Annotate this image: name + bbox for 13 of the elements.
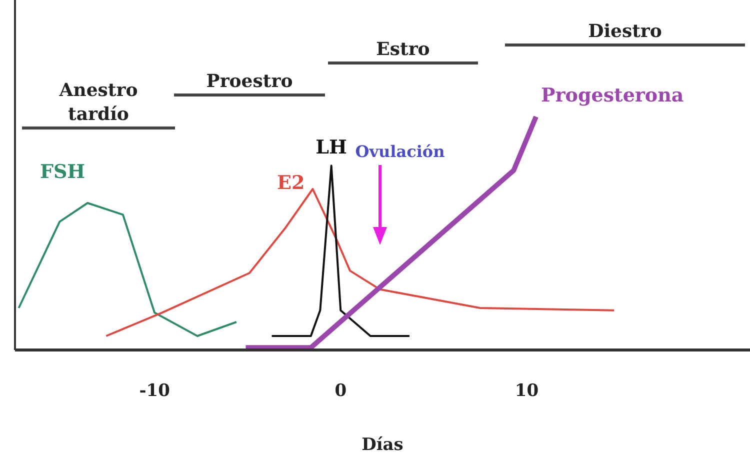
x-axis-title: Días (362, 435, 404, 455)
text: Proestro (206, 71, 293, 92)
x-tick-label: -10 (139, 381, 170, 402)
series-label: LH (316, 136, 348, 159)
annotation: Anestro tardío (58, 80, 138, 125)
series-label: FSH (40, 161, 86, 183)
annotation: Ovulación (355, 142, 446, 161)
series-label: Progesterona (541, 84, 684, 107)
x-tick-label: 0 (334, 381, 347, 402)
text: Estro (376, 39, 430, 60)
x-tick-label: 10 (514, 381, 539, 402)
series-label: E2 (277, 172, 305, 194)
text: Diestro (588, 21, 662, 42)
